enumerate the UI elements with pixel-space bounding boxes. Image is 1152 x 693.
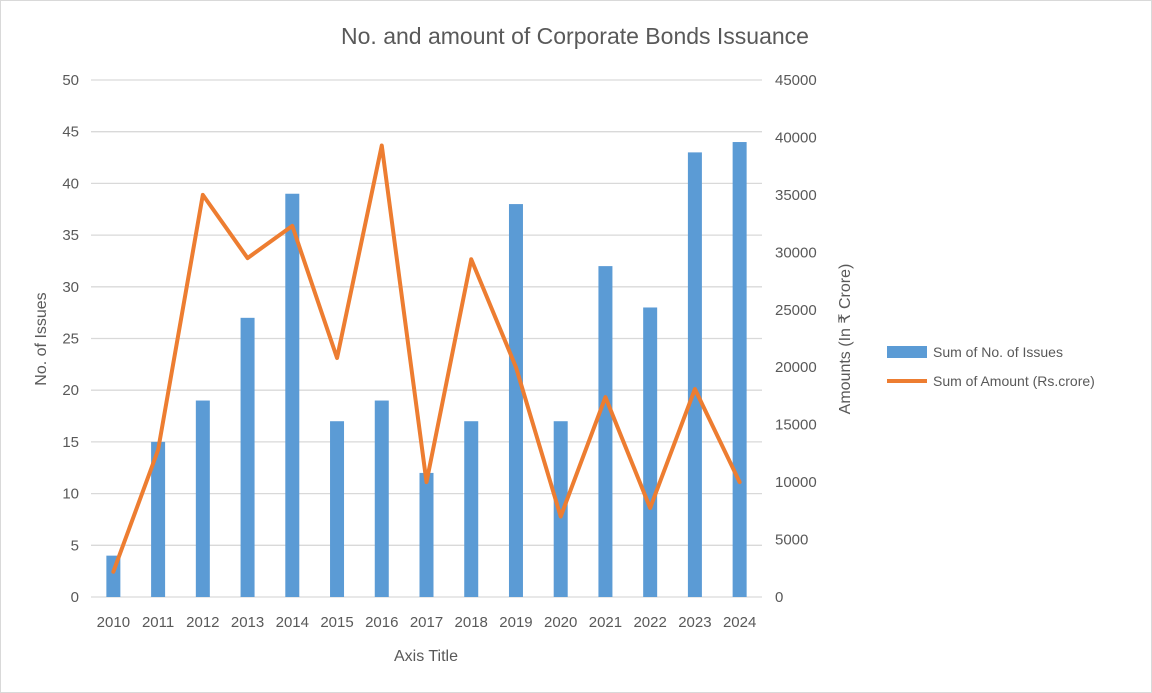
y2-tick-label: 45000	[775, 72, 817, 89]
y-tick-label: 0	[71, 589, 79, 606]
y2-tick-label: 35000	[775, 187, 817, 204]
x-tick-label: 2012	[186, 614, 219, 631]
bar	[285, 193, 300, 598]
legend-label-amount: Sum of Amount (Rs.crore)	[933, 373, 1095, 389]
chart-title: No. and amount of Corporate Bonds Issuan…	[341, 23, 809, 49]
x-tick-label: 2011	[142, 614, 174, 631]
bar	[374, 400, 389, 597]
x-tick-label: 2019	[499, 614, 532, 631]
x-tick-label: 2014	[276, 614, 309, 631]
bar	[419, 472, 434, 597]
y-tick-label: 15	[62, 434, 79, 451]
bar	[732, 142, 747, 598]
y2-tick-label: 0	[775, 589, 783, 606]
x-tick-label: 2018	[455, 614, 488, 631]
y2-tick-label: 20000	[775, 359, 817, 376]
y-tick-label: 20	[62, 382, 79, 399]
y-tick-label: 10	[62, 486, 79, 503]
bar	[508, 204, 523, 597]
bar	[643, 307, 658, 597]
y2-axis-title: Amounts (In ₹ Crore)	[837, 264, 854, 415]
x-tick-label: 2022	[633, 614, 666, 631]
x-tick-label: 2015	[320, 614, 353, 631]
bar	[687, 152, 702, 597]
legend-swatch-issues	[887, 346, 927, 358]
y2-tick-label: 40000	[775, 129, 817, 146]
x-tick-label: 2017	[410, 614, 443, 631]
y2-tick-label: 30000	[775, 244, 817, 261]
bar	[553, 421, 568, 597]
bar	[195, 400, 210, 597]
y-tick-label: 5	[71, 537, 79, 554]
y2-tick-label: 25000	[775, 302, 817, 319]
legend-label-issues: Sum of No. of Issues	[933, 344, 1063, 360]
x-tick-label: 2016	[365, 614, 398, 631]
x-tick-label: 2024	[723, 614, 756, 631]
x-tick-label: 2021	[589, 614, 622, 631]
y-tick-label: 35	[62, 227, 79, 244]
y2-tick-label: 15000	[775, 417, 817, 434]
bar	[598, 266, 613, 597]
legend: Sum of No. of Issues Sum of Amount (Rs.c…	[887, 344, 1095, 389]
y2-tick-label: 10000	[775, 474, 817, 491]
bar	[330, 421, 345, 597]
x-tick-label: 2010	[97, 614, 130, 631]
y-tick-label: 40	[62, 175, 79, 192]
y2-tick-label: 5000	[775, 532, 808, 549]
bar	[240, 317, 255, 597]
y-tick-label: 25	[62, 331, 79, 348]
bar	[464, 421, 479, 597]
x-tick-label: 2020	[544, 614, 577, 631]
y-tick-label: 50	[62, 72, 79, 89]
y-tick-label: 30	[62, 279, 79, 296]
x-tick-label: 2013	[231, 614, 264, 631]
x-tick-label: 2023	[678, 614, 711, 631]
y-axis-title: No. of Issues	[33, 292, 50, 385]
x-axis-title: Axis Title	[394, 648, 458, 665]
y-tick-label: 45	[62, 124, 79, 141]
bar	[151, 441, 166, 597]
